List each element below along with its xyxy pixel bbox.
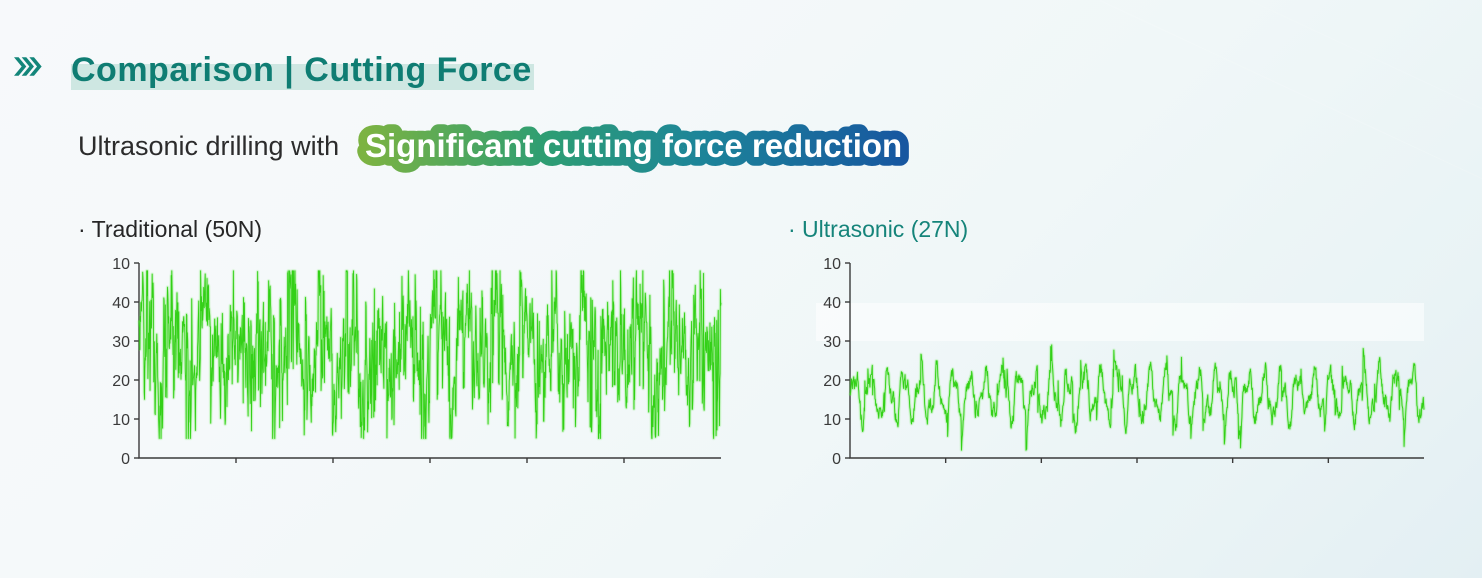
svg-text:10: 10 [823, 412, 841, 429]
svg-text:30: 30 [823, 334, 841, 351]
svg-text:40: 40 [112, 295, 130, 312]
svg-text:10: 10 [823, 256, 841, 273]
svg-text:40: 40 [823, 295, 841, 312]
svg-text:20: 20 [823, 373, 841, 390]
svg-text:0: 0 [832, 451, 841, 464]
svg-text:30: 30 [112, 334, 130, 351]
svg-text:20: 20 [112, 373, 130, 390]
svg-text:0: 0 [121, 451, 130, 464]
svg-text:10: 10 [112, 256, 130, 273]
svg-text:Significant cutting force redu: Significant cutting force reduction [365, 127, 902, 164]
svg-text:10: 10 [112, 412, 130, 429]
